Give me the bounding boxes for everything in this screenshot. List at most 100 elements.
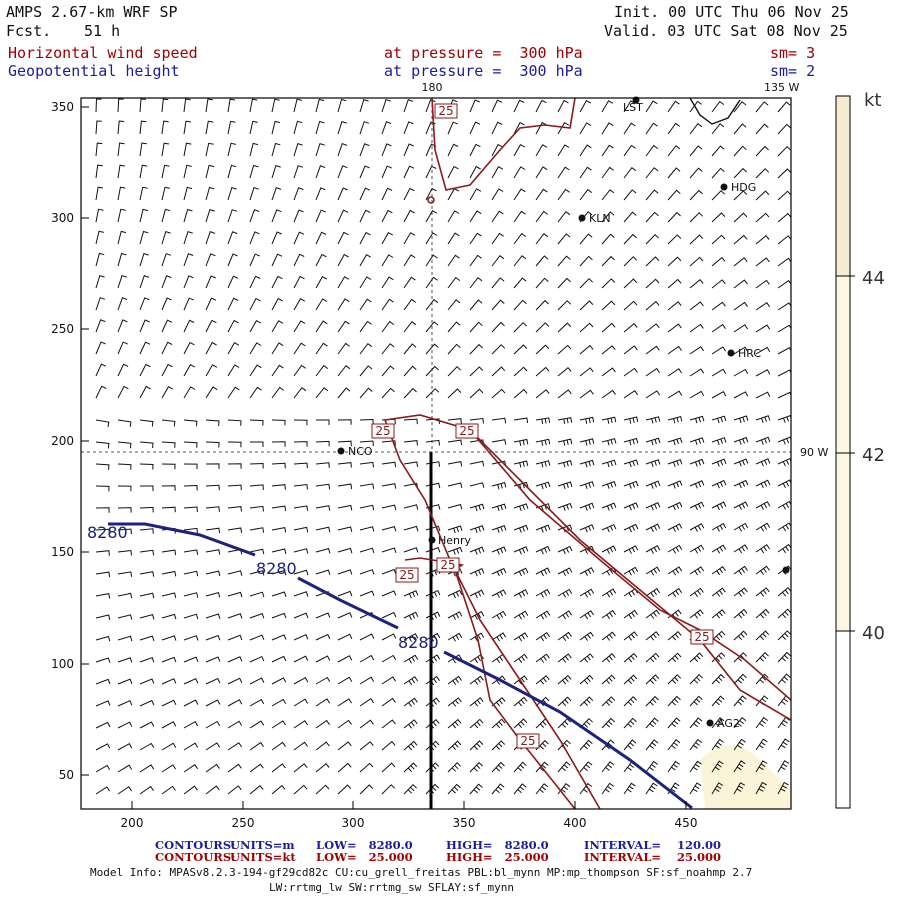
field1-name: Horizontal wind speed	[8, 44, 198, 62]
wind-barb	[711, 234, 726, 245]
wind-barb	[447, 762, 462, 773]
wind-barb	[601, 100, 614, 113]
wind-barb	[579, 653, 594, 663]
wind-barb	[447, 143, 459, 157]
wind-barb	[95, 571, 111, 578]
wind-barb	[513, 144, 526, 157]
wind-barb	[359, 165, 370, 179]
wind-barb	[667, 256, 682, 267]
wind-barb	[403, 418, 418, 425]
wind-barb	[95, 142, 103, 157]
wind-barb	[447, 210, 460, 223]
footer-units-2: UNITS=kt	[230, 850, 296, 864]
wind-barb	[95, 120, 102, 135]
wind-barb	[557, 300, 572, 311]
wind-barb	[249, 98, 258, 113]
wind-barb	[249, 634, 265, 641]
wind-barb	[469, 165, 481, 179]
station-ag2: AG2	[706, 717, 740, 730]
wind-barb	[337, 547, 353, 554]
wind-barb	[645, 278, 660, 289]
wind-barb	[447, 503, 463, 510]
wind-barb	[359, 298, 372, 311]
wind-barb	[623, 566, 639, 576]
wind-barb	[733, 301, 748, 311]
wind-barb	[601, 782, 614, 795]
wind-barb	[161, 208, 171, 223]
colorbar: kt 44 42 40	[835, 90, 885, 809]
wind-barb	[183, 319, 195, 333]
wind-barb	[623, 502, 639, 511]
wind-barb	[623, 782, 636, 795]
wind-barb	[447, 388, 462, 399]
wind-barb	[249, 342, 262, 355]
wind-barb	[95, 274, 105, 289]
wind-barb	[733, 279, 748, 289]
wind-barb	[139, 656, 155, 663]
wind-barb	[535, 99, 547, 113]
wind-barb	[667, 415, 683, 424]
wind-barb	[689, 189, 703, 201]
wind-barb	[711, 100, 725, 113]
wind-barb	[205, 677, 221, 685]
wind-barb	[689, 566, 705, 576]
plot-frame	[80, 97, 792, 810]
wind-barb	[183, 613, 199, 620]
wind-barb	[337, 298, 350, 311]
speed-label-1: 25	[434, 103, 458, 119]
wind-barb	[777, 101, 791, 113]
wind-barb	[315, 462, 330, 468]
wind-barb	[403, 504, 419, 510]
wind-barb	[733, 501, 749, 510]
wind-barb	[249, 462, 264, 469]
wind-barb	[161, 253, 172, 267]
wind-barb	[293, 591, 309, 597]
wind-barb	[711, 782, 724, 795]
wind-barb	[271, 784, 286, 795]
wind-barb	[733, 257, 748, 267]
wind-barb	[535, 366, 550, 377]
wind-barb	[205, 549, 221, 555]
wind-barb	[733, 695, 747, 707]
wind-barb	[293, 275, 305, 289]
wind-barb	[227, 720, 243, 729]
wind-barb	[425, 321, 439, 333]
wind-barb	[469, 99, 480, 113]
wind-barb	[381, 298, 394, 311]
wind-barb	[315, 612, 331, 619]
wind-barb	[293, 634, 309, 641]
wind-barb	[315, 762, 330, 773]
wind-barb	[293, 569, 309, 576]
wind-barb	[513, 277, 527, 289]
wind-barb	[249, 763, 264, 773]
wind-barb	[337, 253, 349, 267]
wind-barb	[469, 697, 484, 707]
wind-barb	[601, 631, 616, 641]
wind-barb	[161, 570, 177, 577]
wind-barb	[95, 528, 110, 535]
wind-barb	[579, 610, 595, 620]
wind-barb	[249, 784, 264, 795]
wind-barb	[293, 209, 304, 223]
wind-barb	[645, 480, 661, 489]
wind-barb	[381, 343, 395, 355]
wind-barb	[117, 507, 132, 513]
wind-barb	[623, 437, 639, 446]
wind-barb	[535, 255, 549, 267]
wind-barb	[535, 232, 549, 245]
wind-barb	[733, 123, 747, 135]
wind-barb	[359, 676, 375, 685]
wind-barb	[733, 587, 748, 597]
wind-barb	[645, 256, 660, 267]
wind-barb	[183, 164, 192, 179]
wind-barb	[513, 344, 528, 355]
wind-barb	[777, 414, 791, 423]
wind-barb	[513, 524, 529, 533]
wind-barb	[645, 739, 659, 751]
wind-barb	[689, 278, 704, 289]
wind-barb	[403, 547, 419, 553]
wind-barb	[381, 676, 397, 685]
wind-barb	[667, 566, 683, 576]
wind-barb	[293, 505, 309, 511]
wind-barb	[183, 419, 198, 427]
